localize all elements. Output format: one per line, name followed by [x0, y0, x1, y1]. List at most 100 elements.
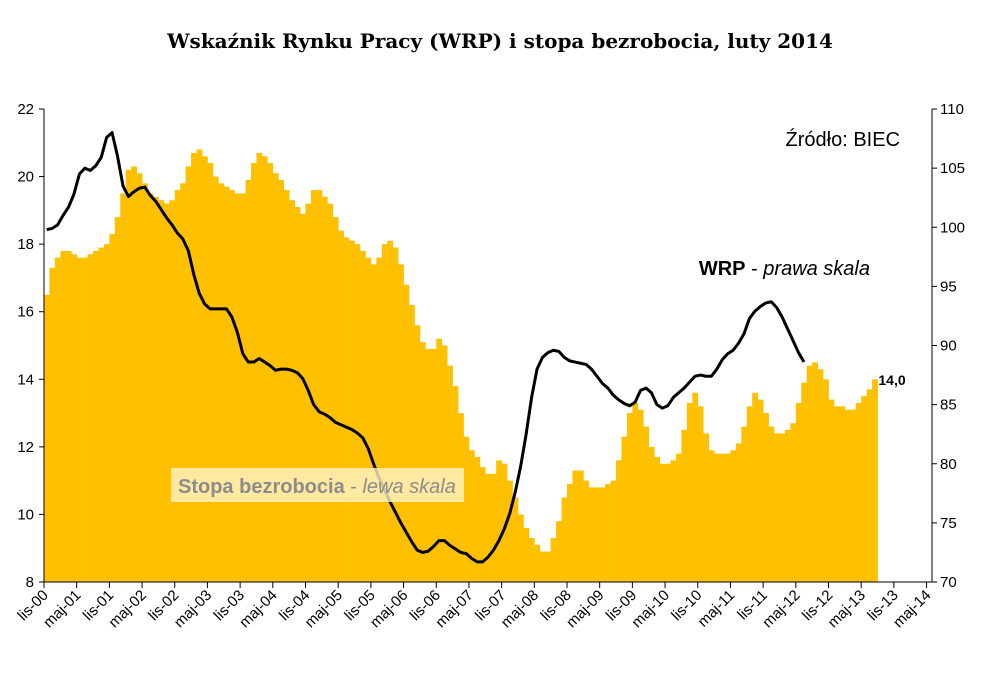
unemployment-bar	[621, 436, 628, 582]
unemployment-bar	[572, 470, 579, 582]
unemployment-bar	[218, 183, 225, 582]
unemployment-bar	[714, 453, 720, 582]
unemployment-bar	[686, 402, 693, 582]
unemployment-bar	[746, 406, 753, 582]
unemployment-bar	[359, 250, 366, 582]
unemployment-bar	[283, 190, 290, 582]
unemployment-bar	[131, 166, 137, 582]
unemployment-bar	[626, 413, 633, 582]
unemployment-bar	[550, 538, 557, 582]
unemployment-bar	[191, 152, 197, 583]
unemployment-bar	[65, 250, 72, 582]
x-tick-label: maj-14	[890, 587, 934, 631]
unemployment-bar	[98, 247, 105, 582]
x-tick-label: maj-06	[367, 587, 411, 631]
unemployment-bar	[256, 152, 263, 583]
unemployment-bar	[294, 206, 301, 583]
unemployment-legend-name: Stopa bezrobocia	[178, 476, 346, 498]
right-y-tick-label: 110	[940, 101, 964, 118]
right-y-tick-label: 100	[940, 219, 965, 236]
unemployment-bar	[125, 169, 132, 582]
unemployment-bar	[512, 497, 519, 582]
unemployment-bar	[409, 304, 415, 582]
x-tick-label: maj-11	[695, 587, 739, 631]
unemployment-bar	[381, 244, 388, 582]
x-tick-label: maj-08	[498, 587, 542, 631]
unemployment-bar	[637, 409, 644, 582]
left-y-tick-label: 16	[17, 304, 34, 321]
unemployment-bar	[425, 348, 432, 582]
unemployment-bar	[806, 365, 813, 582]
unemployment-bar	[142, 183, 148, 582]
unemployment-legend-scale: lewa skala	[362, 476, 455, 498]
x-tick-label: maj-09	[563, 587, 607, 631]
unemployment-bar	[703, 433, 709, 582]
chart-title: Wskaźnik Rynku Pracy (WRP) i stopa bezro…	[166, 29, 833, 53]
unemployment-bar	[659, 463, 666, 582]
x-tick-label: maj-01	[40, 587, 84, 631]
unemployment-bar	[844, 409, 851, 582]
x-tick-label: maj-10	[628, 587, 672, 631]
right-y-tick-label: 90	[940, 338, 957, 355]
unemployment-bar	[120, 193, 127, 582]
wrp-legend-name: WRP	[699, 258, 746, 280]
unemployment-bar	[577, 470, 584, 582]
unemployment-bar	[474, 456, 481, 582]
unemployment-bar	[566, 484, 573, 582]
unemployment-bar	[272, 173, 279, 582]
unemployment-bar	[823, 379, 829, 582]
unemployment-bar	[54, 257, 61, 582]
unemployment-bar	[103, 244, 110, 582]
unemployment-bar	[708, 450, 715, 582]
unemployment-bar	[114, 217, 121, 583]
unemployment-bar	[289, 200, 295, 582]
unemployment-bar	[850, 409, 857, 582]
unemployment-bar	[234, 193, 241, 582]
unemployment-bar	[82, 257, 88, 582]
unemployment-bar	[174, 190, 181, 582]
right-y-tick-label: 105	[940, 160, 965, 177]
unemployment-bar	[599, 487, 606, 582]
unemployment-bar	[223, 186, 230, 582]
unemployment-bar	[561, 497, 568, 582]
x-tick-label: maj-03	[171, 587, 215, 631]
left-y-tick-label: 20	[17, 169, 34, 186]
unemployment-bar	[403, 284, 410, 582]
unemployment-bar	[354, 244, 361, 582]
unemployment-bar	[376, 257, 383, 582]
unemployment-bar	[616, 460, 622, 582]
unemployment-bar	[632, 402, 639, 582]
unemployment-bar	[251, 163, 257, 582]
unemployment-bar	[196, 149, 203, 583]
unemployment-bar	[528, 538, 535, 582]
unemployment-bar	[735, 443, 742, 582]
wrp-legend-label: WRP - prawa skala	[699, 258, 870, 280]
unemployment-bar	[507, 480, 513, 582]
unemployment-bar	[468, 450, 475, 582]
unemployment-bar	[387, 240, 394, 582]
unemployment-bar	[201, 156, 208, 583]
unemployment-bar	[261, 156, 268, 583]
unemployment-bar	[839, 406, 846, 582]
unemployment-bar	[692, 392, 699, 582]
unemployment-bar	[588, 487, 595, 582]
unemployment-bar	[321, 196, 328, 582]
left-y-tick-label: 14	[17, 371, 34, 388]
unemployment-bar	[812, 362, 818, 582]
unemployment-bar	[697, 406, 704, 582]
left-y-tick-label: 18	[17, 236, 34, 253]
unemployment-bar	[49, 267, 56, 582]
unemployment-bar	[855, 402, 862, 582]
unemployment-bar	[87, 254, 94, 582]
unemployment-bar	[419, 342, 426, 582]
unemployment-bar	[817, 369, 824, 582]
unemployment-bar	[861, 396, 867, 582]
last-value-label: 14,0	[878, 372, 905, 388]
unemployment-bar	[147, 193, 154, 582]
unemployment-bar	[681, 429, 688, 582]
unemployment-bar	[463, 436, 470, 582]
wrp-line	[46, 131, 806, 564]
unemployment-bar	[93, 250, 99, 582]
unemployment-bar	[534, 544, 541, 582]
right-y-tick-label: 70	[940, 574, 957, 591]
